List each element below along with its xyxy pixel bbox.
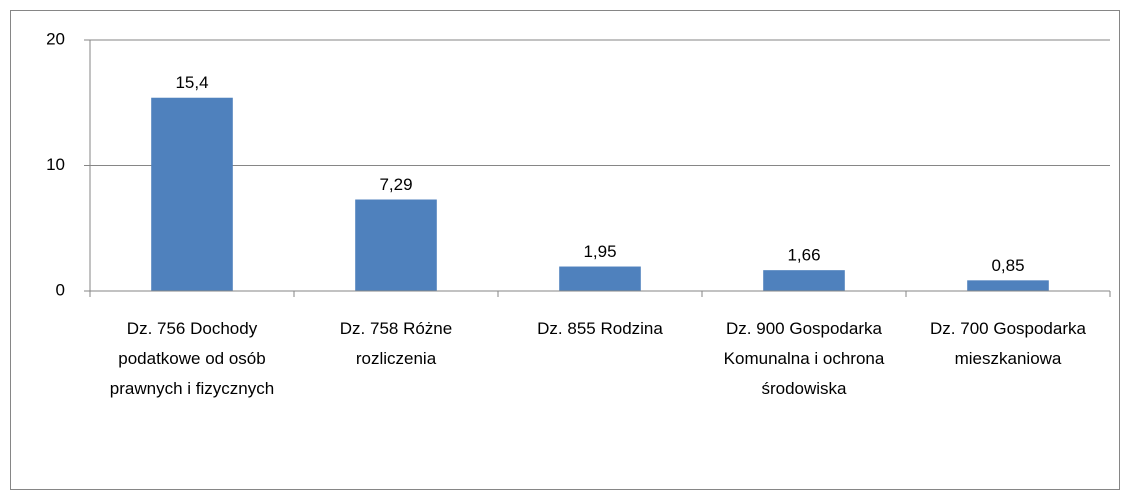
y-tick-label: 10 [46, 155, 65, 174]
bar [559, 266, 641, 291]
label-line: Dz. 900 Gospodarka [726, 319, 882, 338]
label-line: rozliczenia [356, 349, 437, 368]
bar [763, 270, 845, 291]
label-line: Komunalna i ochrona [724, 349, 885, 368]
x-tick-label: Dz. 700 Gospodarka mieszkaniowa [930, 319, 1086, 368]
label-line: Dz. 700 Gospodarka [930, 319, 1086, 338]
data-label: 1,95 [583, 242, 616, 261]
data-label: 15,4 [175, 73, 208, 92]
label-line: Dz. 855 Rodzina [537, 319, 663, 338]
x-tick-label: Dz. 855 Rodzina [537, 319, 663, 338]
x-tick-label: Dz. 758 Różne rozliczenia [340, 319, 452, 368]
label-line: Dz. 756 Dochody [127, 319, 258, 338]
y-tick-label: 0 [56, 280, 65, 299]
y-tick-label: 20 [46, 29, 65, 48]
label-line: Dz. 758 Różne [340, 319, 452, 338]
label-line: mieszkaniowa [955, 349, 1062, 368]
data-label: 7,29 [379, 175, 412, 194]
bar [151, 97, 233, 291]
x-tick-label: Dz. 756 Dochody podatkowe od osób prawnych… [110, 319, 274, 398]
bar [355, 199, 437, 291]
label-line: prawnych i fizycznych [110, 379, 274, 398]
x-tick-label: Dz. 900 Gospodarka Komunalna i ochrona śro… [724, 319, 885, 398]
bar [967, 280, 1049, 291]
data-label: 0,85 [991, 256, 1024, 275]
data-label: 1,66 [787, 246, 820, 265]
label-line: środowiska [761, 379, 847, 398]
label-line: podatkowe od osób [118, 349, 265, 368]
